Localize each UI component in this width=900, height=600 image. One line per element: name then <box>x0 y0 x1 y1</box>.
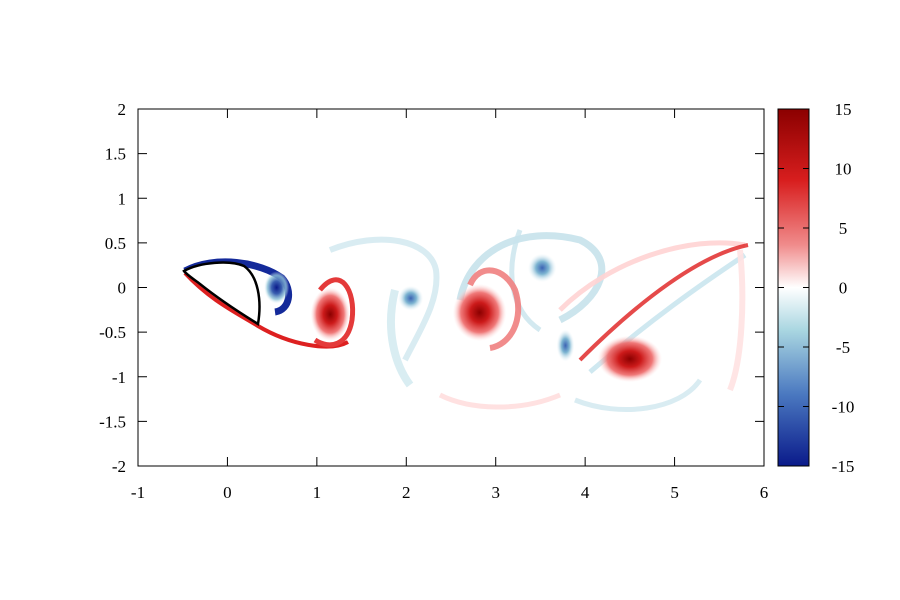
negative-vortex-core <box>264 271 290 304</box>
y-tick-label: 1.5 <box>105 145 126 164</box>
colorbar-axis: 15 10 5 0 -5 -10 -15 <box>778 100 854 476</box>
airfoil-outline <box>182 261 261 327</box>
shear-layer-filament <box>438 392 561 410</box>
y-tick-label: 2 <box>118 100 127 119</box>
y-tick-label: -1.5 <box>99 412 126 431</box>
shear-layer-filament <box>574 378 703 412</box>
positive-vortex-core <box>597 335 663 383</box>
shear-layer-filament <box>558 240 746 312</box>
negative-vortex-core <box>398 285 424 311</box>
x-tick-label: -1 <box>131 483 145 502</box>
shear-layer-filament <box>328 236 440 362</box>
x-tick-label: 1 <box>313 483 322 502</box>
red-vortex-arc <box>467 267 522 351</box>
shear-layer-filament <box>727 249 746 392</box>
positive-vortex-core <box>452 283 507 342</box>
y-tick-label: -1 <box>112 368 126 387</box>
shear-layer-filament <box>386 289 414 388</box>
y-axis: 2 1.5 1 0.5 0 -0.5 -1 -1.5 -2 <box>99 100 764 476</box>
y-tick-label: 1 <box>118 189 127 208</box>
y-tick-label: 0 <box>118 279 127 298</box>
vorticity-field <box>182 229 749 412</box>
colorbar-tick-label: -10 <box>832 398 855 417</box>
x-tick-label: 3 <box>491 483 500 502</box>
colorbar-tick-label: 0 <box>839 279 848 298</box>
shear-layer-filament <box>578 243 749 362</box>
x-tick-label: 5 <box>670 483 679 502</box>
negative-vortex-core <box>556 329 575 362</box>
red-vortex-arc <box>313 277 356 348</box>
colorbar-tick-label: -5 <box>836 338 850 357</box>
positive-vortex-core <box>310 287 350 342</box>
y-tick-label: -0.5 <box>99 323 126 342</box>
shear-layer-filament <box>456 232 606 324</box>
x-tick-label: 0 <box>223 483 232 502</box>
colorbar-tick-label: 5 <box>839 219 848 238</box>
colorbar-tick-label: 10 <box>835 160 852 179</box>
x-tick-label: 2 <box>402 483 411 502</box>
y-tick-label: -2 <box>112 457 126 476</box>
x-tick-label: 4 <box>581 483 590 502</box>
colorbar-tick-label: -15 <box>832 457 855 476</box>
negative-vortex-core <box>527 253 557 283</box>
x-tick-label: 6 <box>760 483 769 502</box>
colorbar-tick-label: 15 <box>835 100 852 119</box>
vortex-layer <box>264 253 663 383</box>
x-axis: -1 0 1 2 3 4 5 6 <box>131 109 768 502</box>
y-tick-label: 0.5 <box>105 234 126 253</box>
